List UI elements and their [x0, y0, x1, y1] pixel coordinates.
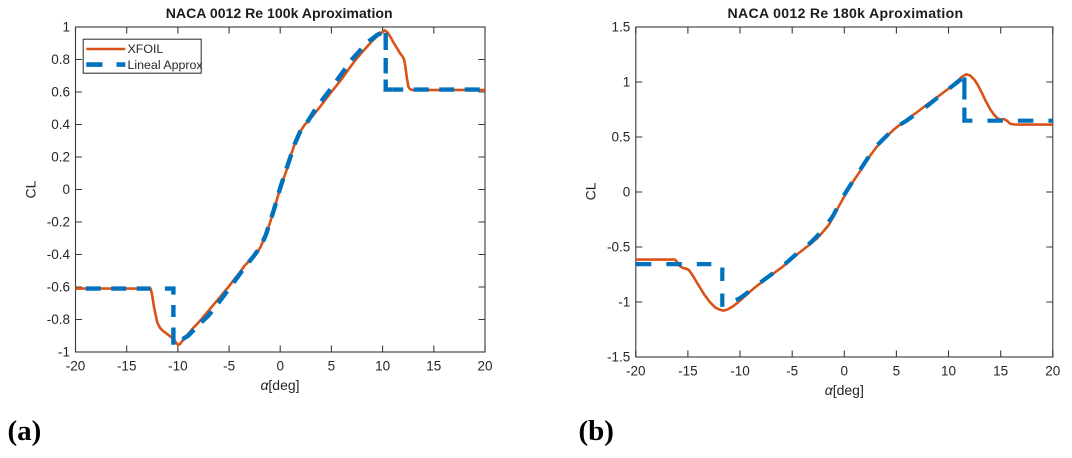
svg-text:-0.6: -0.6	[47, 280, 70, 295]
svg-text:0: 0	[841, 363, 849, 378]
svg-text:NACA 0012 Re 180k Aproximation: NACA 0012 Re 180k Aproximation	[728, 5, 964, 21]
svg-text:-0.2: -0.2	[47, 215, 70, 230]
svg-text:-1.5: -1.5	[607, 350, 630, 365]
svg-text:20: 20	[1045, 363, 1060, 378]
svg-text:Lineal Approx: Lineal Approx	[128, 58, 204, 72]
svg-text:0: 0	[62, 182, 70, 197]
svg-text:-10: -10	[168, 358, 188, 373]
svg-text:-10: -10	[730, 363, 750, 378]
svg-text:CL: CL	[582, 182, 598, 200]
svg-text:-0.4: -0.4	[47, 247, 71, 262]
svg-text:-1: -1	[618, 295, 630, 310]
svg-text:(a): (a)	[8, 415, 42, 447]
svg-text:1: 1	[623, 75, 631, 90]
svg-text:20: 20	[477, 358, 492, 373]
svg-text:-20: -20	[66, 358, 86, 373]
svg-text:5: 5	[328, 358, 336, 373]
svg-text:1: 1	[62, 20, 70, 35]
svg-text:-20: -20	[626, 363, 646, 378]
svg-text:-15: -15	[678, 363, 698, 378]
svg-text:-0.8: -0.8	[47, 312, 70, 327]
svg-text:5: 5	[893, 363, 901, 378]
svg-text:10: 10	[941, 363, 956, 378]
svg-text:-1: -1	[58, 345, 70, 360]
svg-text:-5: -5	[223, 358, 235, 373]
svg-text:0.4: 0.4	[51, 117, 70, 132]
svg-text:(b): (b)	[579, 415, 614, 447]
svg-text:0.6: 0.6	[51, 85, 70, 100]
svg-text:-5: -5	[786, 363, 798, 378]
svg-text:0.8: 0.8	[51, 52, 70, 67]
svg-text:XFOIL: XFOIL	[128, 42, 164, 56]
svg-text:0: 0	[276, 358, 284, 373]
svg-text:0.2: 0.2	[51, 150, 70, 165]
svg-text:15: 15	[993, 363, 1008, 378]
svg-text:1.5: 1.5	[612, 20, 631, 35]
svg-text:0.5: 0.5	[612, 130, 631, 145]
svg-text:α[deg]: α[deg]	[260, 377, 299, 393]
svg-text:-15: -15	[117, 358, 137, 373]
svg-text:0: 0	[623, 185, 631, 200]
svg-text:NACA 0012 Re 100k Aproximation: NACA 0012 Re 100k Aproximation	[166, 5, 393, 21]
svg-text:10: 10	[375, 358, 390, 373]
svg-text:-0.5: -0.5	[607, 240, 630, 255]
svg-text:α[deg]: α[deg]	[825, 382, 864, 398]
svg-text:15: 15	[426, 358, 441, 373]
svg-text:CL: CL	[23, 180, 39, 198]
